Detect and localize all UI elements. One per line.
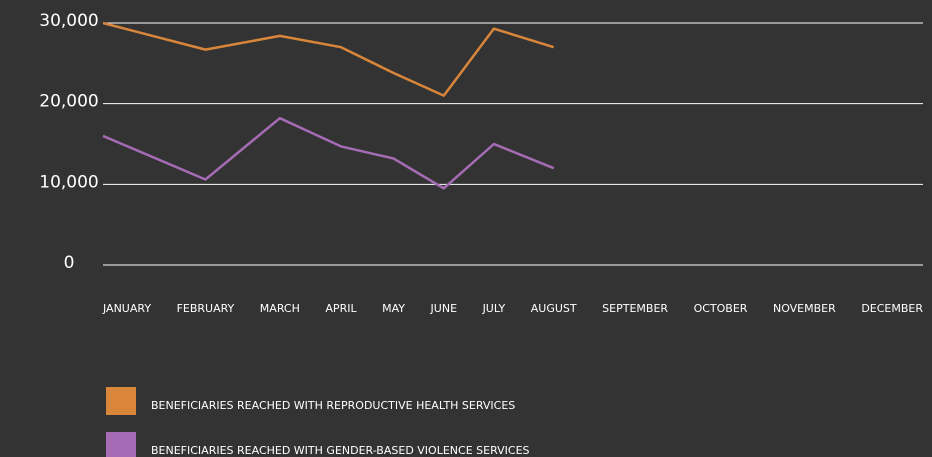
y-tick-label: 10,000 bbox=[39, 172, 98, 192]
legend-swatch bbox=[106, 432, 136, 457]
x-tick-label: AUGUST bbox=[531, 302, 577, 315]
x-tick-label: DECEMBER bbox=[861, 302, 923, 315]
series-line bbox=[102, 116, 555, 190]
x-tick-label: APRIL bbox=[325, 302, 357, 315]
x-tick-label: SEPTEMBER bbox=[602, 302, 668, 315]
series-line bbox=[102, 21, 555, 97]
x-tick-label: MAY bbox=[382, 302, 405, 315]
y-tick-label: 20,000 bbox=[39, 92, 98, 112]
x-tick-label: OCTOBER bbox=[694, 302, 748, 315]
legend-swatch bbox=[106, 387, 136, 415]
x-tick-label: MARCH bbox=[260, 302, 300, 315]
legend-label: BENEFICIARIES REACHED WITH GENDER-BASED … bbox=[151, 444, 530, 457]
x-tick-label: JANUARY bbox=[102, 302, 151, 315]
x-tick-label: FEBRUARY bbox=[177, 302, 235, 315]
legend-label: BENEFICIARIES REACHED WITH REPRODUCTIVE … bbox=[151, 399, 515, 412]
x-tick-label: JULY bbox=[482, 302, 506, 315]
y-tick-label: 30,000 bbox=[39, 11, 98, 31]
x-tick-label: JUNE bbox=[430, 302, 458, 315]
y-tick-label: 0 bbox=[64, 253, 75, 273]
x-tick-label: NOVEMBER bbox=[773, 302, 836, 315]
